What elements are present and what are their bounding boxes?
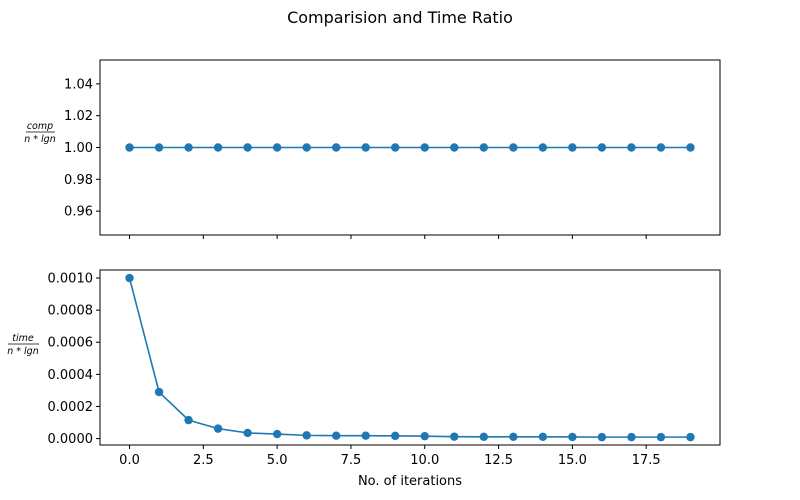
time-ratio-x-tick-label: 12.5 bbox=[484, 453, 513, 468]
comparison-ratio-panel: 0.96 0.98 1.00 1.02 1.04 comp n * lgn bbox=[24, 59, 721, 239]
time-ratio-x-tick-label: 17.5 bbox=[632, 453, 661, 468]
time-ratio-x-tick-label: 10.0 bbox=[410, 453, 439, 468]
time-ratio-y-tick-label: 0.0006 bbox=[48, 336, 94, 351]
time-ratio-data-point bbox=[125, 273, 134, 283]
time-ratio-data-point bbox=[686, 432, 695, 442]
comparison-ratio-data-point bbox=[302, 143, 311, 152]
comparison-ratio-data-point bbox=[538, 143, 548, 152]
time-ratio-y-tick-label: 0.0008 bbox=[48, 304, 94, 319]
time-ratio-axes: 0.0000 0.0002 0.0004 0.0006 0.0008 0.0010 0.0 2… bbox=[48, 272, 661, 468]
time-ratio-data-point bbox=[568, 432, 577, 442]
comparison-ratio-data-point bbox=[125, 143, 134, 152]
comparison-ratio-data-point bbox=[243, 143, 252, 152]
comparison-ratio-data-point bbox=[420, 143, 429, 152]
time-ratio-data-point bbox=[391, 431, 400, 441]
time-ratio-data-point bbox=[361, 431, 370, 440]
comparison-ratio-data-point bbox=[568, 143, 577, 152]
time-ratio-data-point bbox=[656, 432, 666, 442]
comparison-ratio-y-tick-label: 0.98 bbox=[64, 173, 93, 188]
comparison-ratio-axes: 0.96 0.98 1.00 1.02 1.04 bbox=[64, 77, 647, 239]
time-ratio-data-point bbox=[627, 432, 636, 442]
time-ratio-data-point bbox=[302, 431, 311, 440]
time-ratio-data-point bbox=[420, 431, 429, 441]
time-ratio-ylabel-numerator: time bbox=[12, 333, 34, 344]
time-ratio-data-point bbox=[154, 387, 164, 397]
time-ratio-ylabel-denominator: n * lgn bbox=[7, 346, 39, 357]
comparison-ratio-data-point bbox=[213, 143, 223, 152]
chart-title: Comparision and Time Ratio bbox=[287, 8, 513, 27]
time-ratio-x-tick-label: 0.0 bbox=[119, 453, 140, 468]
time-ratio-data-point bbox=[243, 428, 252, 438]
time-ratio-y-tick-label: 0.0002 bbox=[48, 400, 94, 415]
time-ratio-panel: 0.0000 0.0002 0.0004 0.0006 0.0008 0.0010 0.0 2… bbox=[7, 269, 721, 468]
time-ratio-plot-frame bbox=[99, 269, 721, 446]
comparison-ratio-data-point bbox=[509, 143, 518, 152]
comparison-ratio-data-point bbox=[272, 143, 282, 152]
comparison-ratio-data-point bbox=[391, 143, 400, 152]
comparison-ratio-data-point bbox=[154, 143, 164, 152]
time-ratio-y-tick-label: 0.0010 bbox=[48, 272, 94, 287]
time-ratio-data-point bbox=[538, 432, 548, 442]
comparison-ratio-y-tick-label: 1.02 bbox=[64, 109, 93, 124]
time-ratio-x-tick-label: 7.5 bbox=[341, 453, 362, 468]
time-ratio-data-point bbox=[509, 432, 518, 442]
time-ratio-y-tick-label: 0.0000 bbox=[48, 432, 94, 447]
comparison-ratio-data-point bbox=[686, 143, 695, 152]
time-ratio-series bbox=[125, 273, 695, 442]
comparison-ratio-y-tick-label: 1.00 bbox=[64, 141, 93, 156]
time-ratio-data-point bbox=[272, 429, 282, 439]
x-axis-label: No. of iterations bbox=[358, 474, 462, 489]
comparison-ratio-data-point bbox=[627, 143, 636, 152]
time-ratio-data-point bbox=[331, 431, 341, 440]
comparison-ratio-data-point bbox=[184, 143, 193, 152]
time-ratio-x-tick-label: 5.0 bbox=[267, 453, 288, 468]
comparison-ratio-ylabel-numerator: comp bbox=[27, 121, 53, 132]
comparison-ratio-y-tick-label: 1.04 bbox=[64, 77, 93, 92]
time-ratio-data-point bbox=[479, 432, 489, 442]
comparison-ratio-data-point bbox=[361, 143, 370, 152]
time-ratio-data-point bbox=[450, 432, 459, 441]
time-ratio-data-point bbox=[597, 432, 607, 442]
comparison-ratio-data-point bbox=[656, 143, 666, 152]
comparison-ratio-data-point bbox=[479, 143, 489, 152]
time-ratio-data-point bbox=[184, 415, 193, 425]
comparison-ratio-series bbox=[125, 143, 695, 152]
comparison-ratio-data-point bbox=[597, 143, 607, 152]
comparison-ratio-data-point bbox=[331, 143, 341, 152]
time-ratio-series-line bbox=[128, 277, 691, 438]
comparison-ratio-data-point bbox=[450, 143, 459, 152]
time-ratio-x-tick-label: 2.5 bbox=[193, 453, 214, 468]
time-ratio-y-tick-label: 0.0004 bbox=[48, 368, 94, 383]
time-ratio-data-point bbox=[213, 424, 223, 433]
time-ratio-x-tick-label: 15.0 bbox=[558, 453, 587, 468]
comparison-ratio-ylabel: comp n * lgn bbox=[24, 121, 56, 145]
comparison-ratio-y-tick-label: 0.96 bbox=[64, 205, 93, 220]
comparison-ratio-ylabel-denominator: n * lgn bbox=[24, 134, 56, 145]
time-ratio-ylabel: time n * lgn bbox=[7, 333, 39, 357]
